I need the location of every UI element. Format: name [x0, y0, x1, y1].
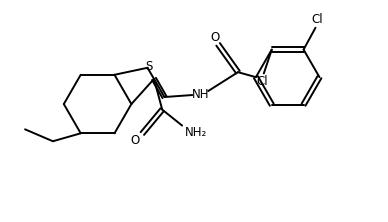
Text: O: O	[131, 134, 140, 147]
Text: Cl: Cl	[312, 13, 323, 26]
Text: Cl: Cl	[256, 75, 268, 88]
Text: O: O	[211, 31, 220, 44]
Text: NH₂: NH₂	[185, 126, 207, 139]
Text: S: S	[145, 60, 152, 73]
Text: NH: NH	[191, 87, 209, 101]
